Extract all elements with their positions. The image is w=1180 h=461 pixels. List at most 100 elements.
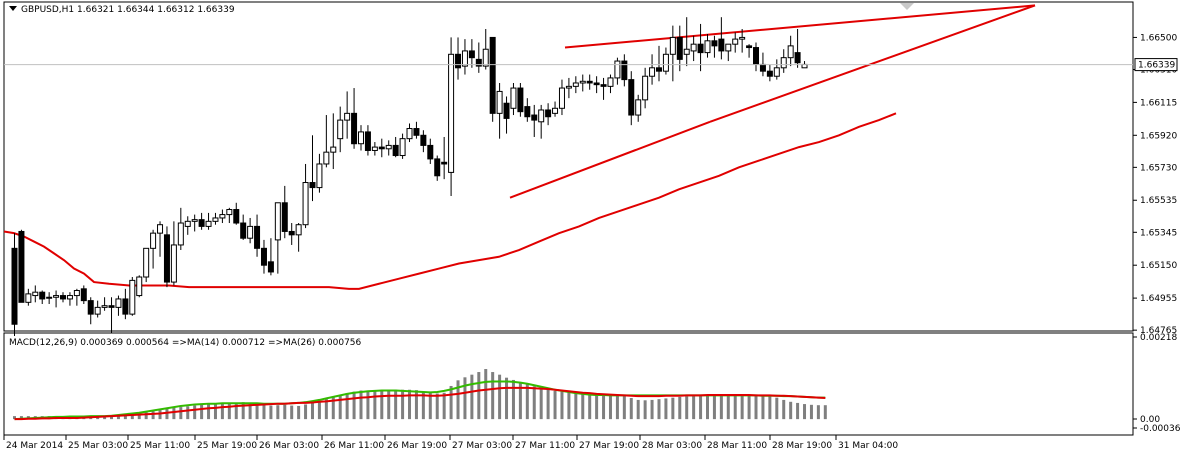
candle — [614, 57, 621, 85]
candle-body-down — [718, 38, 725, 52]
price-tick-label: 1.65345 — [1140, 228, 1177, 238]
candle — [212, 212, 219, 225]
candle-body-up — [642, 75, 649, 101]
macd-bar — [317, 400, 321, 420]
candle-body-up — [337, 119, 344, 140]
candle — [427, 138, 434, 164]
candle — [475, 42, 482, 73]
candle — [552, 101, 559, 117]
macd-bar — [151, 411, 155, 420]
current-price-box — [1134, 58, 1178, 72]
candle — [780, 49, 787, 73]
candle-body-up — [635, 99, 642, 116]
macd-histogram: 0.00218 0.00-0.000368 — [13, 333, 1180, 434]
trendline-layer[interactable] — [509, 3, 1036, 199]
candle — [344, 91, 351, 139]
macd-bar — [816, 405, 820, 420]
candle-body-down — [475, 58, 482, 67]
candle — [510, 82, 517, 116]
macd-bar — [165, 408, 169, 420]
macd-bar — [706, 395, 709, 420]
macd-lines — [14, 380, 826, 421]
macd-bar — [560, 391, 564, 420]
candle — [337, 106, 344, 153]
candle — [461, 39, 468, 75]
candle — [309, 135, 316, 202]
macd-bar — [657, 399, 661, 420]
candle — [80, 285, 87, 305]
candle-body-down — [593, 82, 600, 86]
candle-body-up — [226, 209, 233, 216]
macd-bar — [768, 396, 772, 420]
time-tick-label: 25 Mar 03:00 — [68, 441, 128, 451]
candle — [732, 32, 739, 53]
macd-bar — [726, 394, 730, 420]
candle-body-up — [66, 295, 73, 300]
ohlc-high: 1.66344 — [117, 5, 155, 15]
candle-body-down — [794, 52, 801, 64]
price-tick-label: 1.65535 — [1140, 196, 1177, 206]
macd-bar — [699, 395, 703, 420]
macd-bar — [276, 405, 280, 420]
chart-title: GBPUSD,H1 1.66321 1.66344 1.66312 1.6633… — [9, 5, 235, 15]
macd-bar — [747, 395, 751, 420]
candle-body-down — [434, 158, 441, 177]
time-tick-label: 28 Mar 19:00 — [772, 441, 832, 451]
candle-body-down — [586, 80, 593, 84]
macd-bar — [733, 395, 737, 420]
candle-body-down — [655, 67, 662, 72]
candle — [53, 290, 60, 308]
candle — [177, 207, 184, 251]
macd-bar — [158, 410, 162, 420]
time-tick-label: 26 Mar 11:00 — [324, 441, 384, 451]
candle — [579, 74, 586, 92]
chart-menu-triangle-icon[interactable] — [9, 6, 17, 11]
macd-bar — [803, 404, 807, 420]
macd-bar — [103, 416, 107, 420]
candle — [635, 94, 642, 122]
macd-bar — [255, 402, 259, 420]
candle — [662, 47, 669, 75]
candle-body-down — [309, 182, 316, 189]
candle — [399, 133, 406, 159]
candle-body-up — [94, 306, 101, 315]
candle-body-down — [455, 53, 462, 69]
macd-bar — [622, 395, 626, 420]
macd-bar — [595, 393, 599, 420]
candle — [32, 285, 39, 303]
macd-bar — [366, 390, 370, 420]
macd-bar — [394, 389, 398, 420]
candle — [46, 292, 53, 305]
candles-layer — [11, 17, 808, 337]
candle — [364, 125, 371, 156]
candle — [600, 77, 607, 100]
candle-body-down — [267, 261, 274, 273]
macd-bar — [19, 416, 23, 420]
macd-bar — [241, 402, 245, 420]
candle — [545, 103, 552, 126]
candle-body-up — [607, 77, 614, 87]
candle-body-up — [565, 85, 572, 89]
candle-body-up — [302, 182, 309, 226]
macd-bar — [297, 405, 301, 420]
candle — [413, 121, 420, 139]
macd-bar — [484, 369, 488, 420]
candle-body-up — [732, 38, 739, 45]
candle-body-down — [281, 202, 288, 232]
candle-body-down — [260, 247, 267, 266]
candle-body-up — [558, 87, 565, 109]
moving-average-layer — [3, 112, 897, 290]
candle — [136, 275, 143, 298]
time-tick-label: 24 Mar 2014 — [6, 441, 63, 451]
candle-body-down — [39, 291, 46, 300]
macd-bar — [137, 413, 141, 420]
macd-pane-frame — [3, 332, 1134, 436]
macd-bar — [567, 392, 571, 420]
candle-body-down — [489, 36, 496, 114]
price-axis: 1.665001.663101.661151.659201.657301.655… — [4, 33, 1178, 336]
ohlc-low: 1.66312 — [157, 5, 195, 15]
candle-body-up — [205, 220, 212, 227]
macd-bar — [491, 372, 495, 420]
macd-bar — [207, 404, 211, 420]
